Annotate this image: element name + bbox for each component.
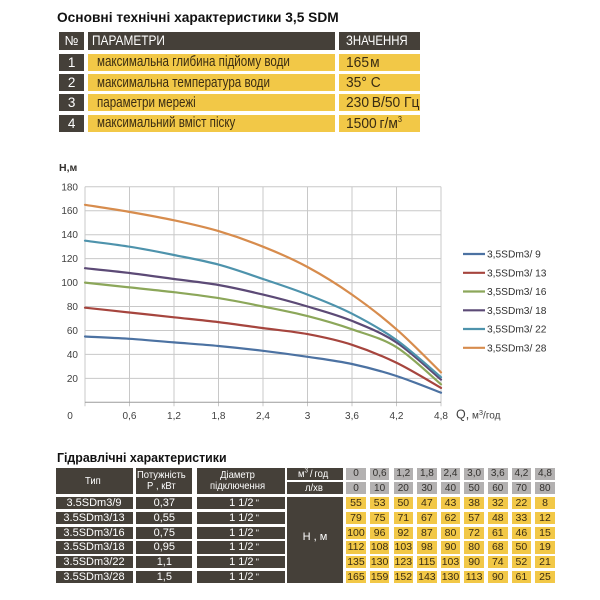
svg-text:160: 160 — [61, 206, 78, 217]
svg-text:м3/год: м3/год — [472, 408, 501, 422]
svg-text:3,5SDm3/ 28: 3,5SDm3/ 28 — [487, 343, 547, 354]
svg-text:4,2: 4,2 — [390, 411, 404, 422]
svg-text:3: 3 — [305, 411, 311, 422]
svg-text:1,8: 1,8 — [212, 411, 226, 422]
svg-text:100: 100 — [61, 278, 78, 289]
svg-text:0,6: 0,6 — [123, 411, 137, 422]
svg-text:Н,м: Н,м — [59, 162, 78, 174]
svg-text:4,8: 4,8 — [434, 411, 448, 422]
svg-text:1,2: 1,2 — [167, 411, 181, 422]
svg-text:20: 20 — [67, 374, 79, 385]
svg-text:3,5SDm3/ 13: 3,5SDm3/ 13 — [487, 268, 547, 279]
svg-text:3,5SDm3/ 22: 3,5SDm3/ 22 — [487, 325, 547, 336]
svg-text:180: 180 — [61, 182, 78, 193]
svg-text:60: 60 — [67, 326, 79, 337]
svg-text:3,6: 3,6 — [345, 411, 359, 422]
svg-text:3,5SDm3/ 16: 3,5SDm3/ 16 — [487, 287, 547, 298]
svg-text:40: 40 — [67, 350, 79, 361]
svg-text:140: 140 — [61, 230, 78, 241]
svg-text:3,5SDm3/ 18: 3,5SDm3/ 18 — [487, 306, 547, 317]
svg-text:120: 120 — [61, 254, 78, 265]
svg-text:2,4: 2,4 — [256, 411, 270, 422]
svg-text:3,5SDm3/ 9: 3,5SDm3/ 9 — [487, 250, 541, 261]
svg-text:0: 0 — [67, 411, 73, 422]
svg-text:80: 80 — [67, 302, 79, 313]
svg-text:Q,: Q, — [456, 408, 469, 422]
